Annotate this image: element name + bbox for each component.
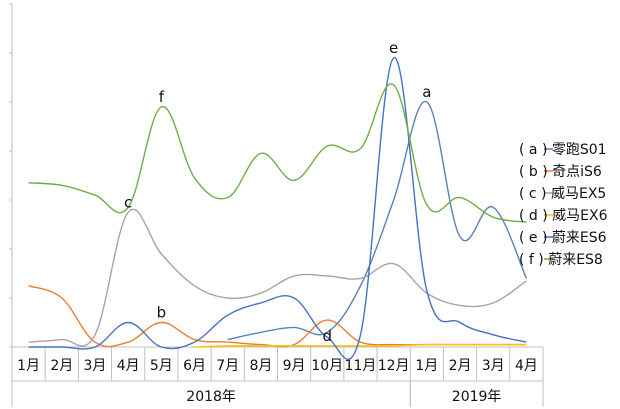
series-line-c	[28, 208, 527, 347]
series-line-f	[28, 83, 527, 223]
x-tick-label: 1月	[17, 358, 40, 374]
annotation-layer: a b c d e f	[124, 39, 431, 345]
x-tick-label: 11月	[345, 358, 377, 374]
series-line-e	[28, 57, 527, 361]
x-tick-label: 8月	[249, 358, 272, 374]
series-annotation-c: c	[124, 193, 132, 211]
legend: ( a ) 零跑S01 ( b ) 奇点iS6 ( c ) 威马EX5 ( d ) 威…	[519, 142, 608, 268]
x-tick-label: 7月	[216, 358, 239, 374]
x-tick-label: 3月	[84, 358, 107, 374]
series-annotation-a: a	[422, 83, 431, 101]
legend-label-a: ( a ) 零跑S01	[519, 142, 607, 158]
x-tick-label: 3月	[482, 358, 505, 374]
legend-label-c: ( c ) 威马EX5	[519, 186, 606, 202]
x-tick-label: 10月	[311, 358, 343, 374]
legend-label-b: ( b ) 奇点iS6	[519, 163, 602, 180]
x-tick-label: 9月	[283, 358, 306, 374]
series-line-b	[28, 285, 527, 348]
series-line-d	[194, 343, 527, 348]
x-tick-label: 2月	[50, 358, 73, 374]
series-annotation-e: e	[389, 39, 398, 57]
year-group-label: 2019年	[452, 389, 502, 405]
axis-layer: 1月 2月 3月 4月 5月 6月 7月 8月 9月 10月 11月 12月 1月 2月 3月 4月 2018年…	[9, 3, 544, 407]
x-tick-label: 4月	[515, 358, 538, 374]
x-tick-label: 5月	[150, 358, 173, 374]
x-tick-label: 2月	[449, 358, 472, 374]
x-tick-label: 1月	[415, 358, 438, 374]
x-tick-label: 12月	[378, 358, 410, 374]
year-group-label: 2018年	[186, 389, 236, 405]
x-tick-label: 6月	[183, 358, 206, 374]
series-annotation-f: f	[159, 88, 165, 106]
series-layer	[28, 57, 528, 361]
legend-label-e: ( e ) 蔚来ES6	[519, 230, 607, 246]
series-annotation-d: d	[323, 327, 333, 345]
legend-label-d: ( d ) 威马EX6	[519, 208, 608, 224]
series-annotation-b: b	[157, 304, 167, 322]
legend-label-f: ( f ) 蔚来ES8	[519, 252, 603, 268]
series-line-a	[227, 101, 528, 341]
x-tick-label: 4月	[117, 358, 140, 374]
